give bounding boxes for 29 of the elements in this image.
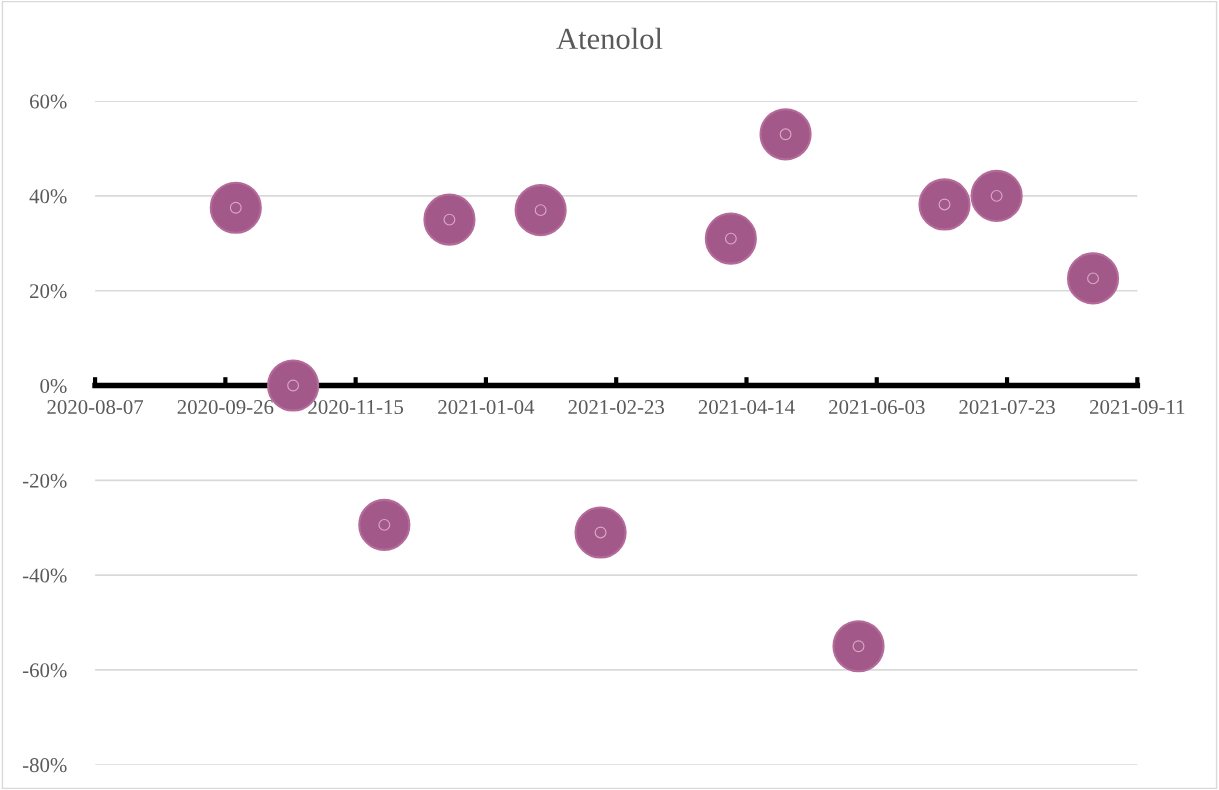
x-tick-label: 2021-06-03 [829, 400, 925, 415]
y-tick-label: -20% [22, 473, 67, 488]
point [759, 108, 812, 161]
x-tick-label: 2021-09-11 [1090, 400, 1185, 415]
y-tick-label: 40% [29, 189, 67, 204]
point [704, 212, 757, 265]
point [918, 178, 971, 231]
point [574, 506, 627, 559]
point [209, 181, 262, 234]
x-tick-label: 2020-09-26 [177, 400, 274, 415]
point [970, 169, 1023, 222]
y-tick-label: -80% [22, 758, 67, 773]
point [423, 193, 476, 246]
point [514, 184, 567, 237]
x-tick-label: 2021-02-23 [568, 400, 664, 415]
x-tick-label: 2021-04-14 [698, 400, 795, 415]
y-tick-label: 0% [40, 378, 67, 394]
x-tick-label: 2020-08-07 [47, 400, 144, 415]
point [832, 620, 885, 673]
point [358, 498, 411, 551]
y-tick-label: 60% [30, 94, 67, 109]
x-tick-label: 2021-01-04 [438, 400, 535, 415]
chart-title: Atenolol [556, 27, 663, 50]
y-tick-label: 20% [30, 284, 67, 299]
x-tick-label: 2020-11-15 [308, 400, 404, 415]
point [1066, 252, 1120, 305]
x-tick-label: 2021-07-23 [959, 400, 1055, 415]
y-tick-label: -40% [22, 568, 67, 583]
y-tick-label: -60% [22, 663, 67, 678]
